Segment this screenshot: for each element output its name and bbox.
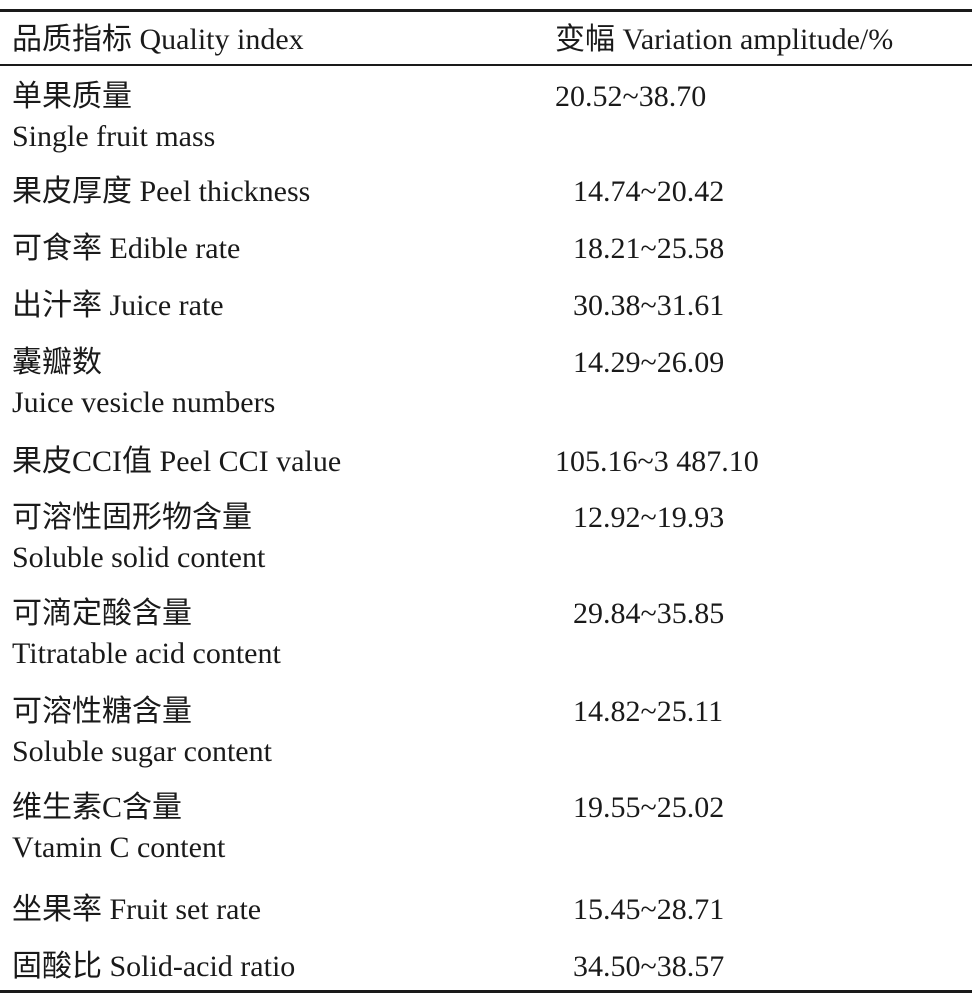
index-en: Soluble sugar content <box>12 735 272 768</box>
index-zh: 维生素C含量 <box>12 791 183 824</box>
index-zh: 可溶性糖含量 <box>12 695 192 728</box>
table-row-index: 维生素C含量 Vtamin C content <box>12 788 225 868</box>
table-row-range: 14.29~26.09 <box>573 346 725 379</box>
index-en: Peel thickness <box>139 175 311 208</box>
index-en: Juice vesicle numbers <box>12 386 276 419</box>
table-row-index: 出汁率 Juice rate <box>12 286 224 326</box>
table-row-range: 12.92~19.93 <box>573 501 725 534</box>
index-en: Fruit set rate <box>109 893 262 926</box>
table-row-index: 可食率 Edible rate <box>12 229 240 269</box>
index-en: Vtamin C content <box>12 831 226 864</box>
index-en: Solid-acid ratio <box>109 950 296 983</box>
header-variation-amplitude: 变幅 Variation amplitude/% <box>555 23 894 56</box>
index-zh: 可滴定酸含量 <box>12 597 192 630</box>
table-row-index: 囊瓣数 Juice vesicle numbers <box>12 343 275 423</box>
bottom-rule <box>0 990 972 993</box>
table-row-range: 19.55~25.02 <box>573 791 725 824</box>
index-zh: 果皮CCI值 <box>12 445 153 478</box>
table-row-range: 15.45~28.71 <box>573 893 725 926</box>
table-row-range: 105.16~3 487.10 <box>555 445 759 478</box>
index-en: Peel CCI value <box>159 445 342 478</box>
index-zh: 可食率 <box>12 232 102 265</box>
table-row-index: 果皮CCI值 Peel CCI value <box>12 442 341 482</box>
index-zh: 可溶性固形物含量 <box>12 501 252 534</box>
index-en: Titratable acid content <box>12 637 281 670</box>
index-en: Juice rate <box>109 289 224 322</box>
index-zh: 坐果率 <box>12 893 102 926</box>
table-row-index: 可溶性固形物含量 Soluble solid content <box>12 498 265 578</box>
table-row-range: 29.84~35.85 <box>573 597 725 630</box>
table-row-index: 果皮厚度 Peel thickness <box>12 172 310 212</box>
index-zh: 出汁率 <box>12 289 102 322</box>
index-en: Soluble solid content <box>12 541 266 574</box>
table-row-index: 可滴定酸含量 Titratable acid content <box>12 594 281 674</box>
table-row-range: 14.82~25.11 <box>573 695 724 728</box>
table-row-range: 34.50~38.57 <box>573 950 725 983</box>
table-row-index: 可溶性糖含量 Soluble sugar content <box>12 692 272 772</box>
table-row-range: 20.52~38.70 <box>555 80 707 113</box>
header-quality-index: 品质指标 Quality index <box>12 23 304 56</box>
table-row-index: 单果质量 Single fruit mass <box>12 77 215 157</box>
index-en: Single fruit mass <box>12 120 216 153</box>
table-row-index: 固酸比 Solid-acid ratio <box>12 947 295 987</box>
table-row-range: 14.74~20.42 <box>573 175 725 208</box>
top-rule <box>0 9 972 12</box>
index-zh: 固酸比 <box>12 950 102 983</box>
index-en: Edible rate <box>109 232 241 265</box>
header-rule <box>0 64 972 66</box>
table-row-range: 18.21~25.58 <box>573 232 725 265</box>
table-row-range: 30.38~31.61 <box>573 289 725 322</box>
index-zh: 单果质量 <box>12 80 132 113</box>
index-zh: 果皮厚度 <box>12 175 132 208</box>
index-zh: 囊瓣数 <box>12 346 102 379</box>
table-row-index: 坐果率 Fruit set rate <box>12 890 261 930</box>
